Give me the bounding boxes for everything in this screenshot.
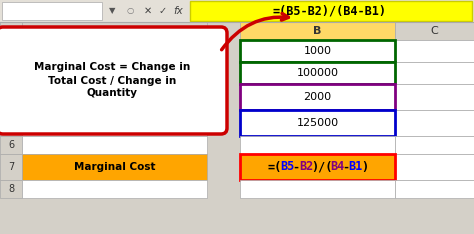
FancyBboxPatch shape	[22, 22, 207, 40]
Text: 6: 6	[8, 140, 14, 150]
FancyBboxPatch shape	[240, 180, 395, 198]
Text: 8: 8	[8, 184, 14, 194]
FancyBboxPatch shape	[0, 27, 227, 134]
Text: Future cost of Production: Future cost of Production	[49, 118, 180, 128]
Text: Future Unit of Production: Future Unit of Production	[49, 92, 180, 102]
FancyBboxPatch shape	[0, 62, 22, 84]
Text: =(B5-B2)/(B4-B1): =(B5-B2)/(B4-B1)	[273, 4, 387, 18]
Text: A: A	[111, 26, 118, 36]
Text: B: B	[313, 26, 322, 36]
Text: 100000: 100000	[297, 68, 338, 78]
FancyBboxPatch shape	[22, 40, 207, 62]
Text: fx: fx	[173, 6, 183, 16]
FancyBboxPatch shape	[240, 136, 395, 154]
Text: 7: 7	[8, 162, 14, 172]
Text: ction: ction	[101, 68, 128, 78]
Text: 125000: 125000	[296, 118, 338, 128]
FancyBboxPatch shape	[22, 62, 207, 84]
FancyBboxPatch shape	[395, 22, 474, 40]
FancyBboxPatch shape	[0, 0, 474, 22]
Text: Marginal Cost: Marginal Cost	[74, 162, 155, 172]
FancyBboxPatch shape	[395, 154, 474, 180]
Text: ✕: ✕	[144, 6, 152, 16]
FancyBboxPatch shape	[395, 180, 474, 198]
FancyBboxPatch shape	[2, 2, 102, 20]
FancyBboxPatch shape	[0, 22, 22, 40]
Text: 2: 2	[8, 46, 14, 56]
FancyBboxPatch shape	[395, 62, 474, 84]
FancyBboxPatch shape	[395, 136, 474, 154]
Text: 3: 3	[8, 68, 14, 78]
FancyBboxPatch shape	[240, 154, 395, 180]
FancyBboxPatch shape	[0, 40, 22, 62]
Text: C: C	[430, 26, 438, 36]
Text: ○: ○	[127, 7, 134, 15]
Text: ▼: ▼	[109, 7, 115, 15]
FancyBboxPatch shape	[0, 136, 22, 154]
Text: ✓: ✓	[159, 6, 167, 16]
FancyBboxPatch shape	[22, 180, 207, 198]
FancyBboxPatch shape	[190, 1, 472, 21]
Text: B4: B4	[330, 161, 344, 173]
FancyBboxPatch shape	[240, 84, 395, 110]
FancyBboxPatch shape	[240, 62, 395, 84]
FancyBboxPatch shape	[22, 136, 207, 154]
Text: Total Cost / Change in: Total Cost / Change in	[48, 76, 176, 85]
Text: ): )	[361, 161, 368, 173]
FancyBboxPatch shape	[22, 84, 207, 110]
FancyBboxPatch shape	[240, 110, 395, 136]
Text: B2: B2	[299, 161, 313, 173]
Text: 1000: 1000	[303, 46, 331, 56]
Text: -: -	[342, 161, 349, 173]
FancyBboxPatch shape	[22, 110, 207, 136]
FancyBboxPatch shape	[395, 110, 474, 136]
Text: Marginal Cost = Change in: Marginal Cost = Change in	[34, 62, 190, 73]
Text: ction: ction	[101, 46, 128, 56]
FancyBboxPatch shape	[395, 40, 474, 62]
Text: =(: =(	[268, 161, 282, 173]
Text: B1: B1	[348, 161, 363, 173]
FancyBboxPatch shape	[395, 84, 474, 110]
Text: -: -	[293, 161, 300, 173]
Text: 2000: 2000	[303, 92, 331, 102]
Text: 4: 4	[8, 92, 14, 102]
FancyBboxPatch shape	[0, 154, 22, 180]
Text: Quantity: Quantity	[86, 88, 137, 99]
Text: )/(: )/(	[311, 161, 333, 173]
Text: 5: 5	[8, 118, 14, 128]
Text: B5: B5	[280, 161, 294, 173]
FancyBboxPatch shape	[240, 40, 395, 62]
FancyBboxPatch shape	[22, 154, 207, 180]
FancyBboxPatch shape	[0, 110, 22, 136]
FancyBboxPatch shape	[240, 22, 395, 40]
FancyBboxPatch shape	[0, 84, 22, 110]
FancyBboxPatch shape	[0, 180, 22, 198]
